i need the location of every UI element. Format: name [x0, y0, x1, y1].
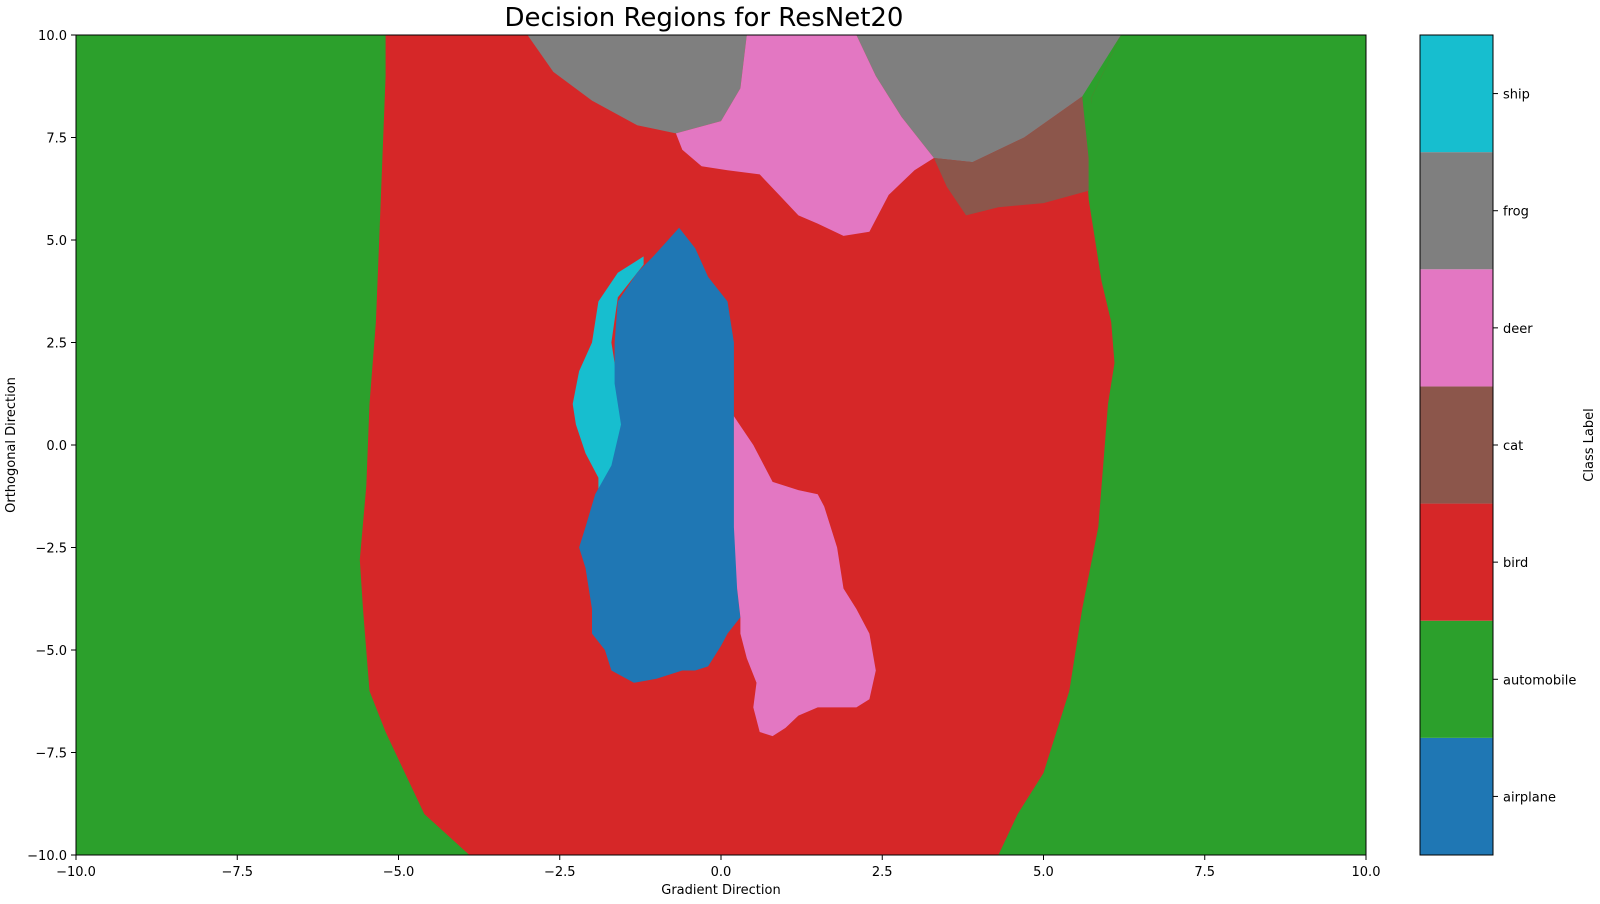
- y-tick-label: −10.0: [27, 849, 67, 864]
- colorbar: airplane automobile bird cat deer frog ship: [1419, 34, 1576, 856]
- colorbar-frame: [1419, 34, 1494, 856]
- y-tick-label: 7.5: [46, 132, 67, 147]
- region-frog-3: [856, 35, 1121, 163]
- region-cat-5: [933, 96, 1089, 216]
- chart-title: Decision Regions for ResNet20: [505, 3, 904, 33]
- region-deer-4: [675, 35, 934, 236]
- colorbar-swatch-ship: [1420, 35, 1493, 153]
- region-deer-8: [733, 416, 876, 737]
- x-axis-label: Gradient Direction: [661, 883, 780, 898]
- x-tick-label: −7.5: [221, 865, 253, 880]
- colorbar-label-deer: deer: [1503, 322, 1533, 337]
- colorbar-swatch-frog: [1420, 152, 1493, 270]
- plot-area: [75, 34, 1367, 856]
- y-axis-ticks: −10.0 −7.5 −5.0 −2.5 0.0 2.5 5.0 7.5 10.0: [27, 29, 76, 864]
- colorbar-swatch-bird: [1420, 503, 1493, 621]
- colorbar-label-automobile: automobile: [1503, 673, 1576, 688]
- x-tick-label: −10.0: [56, 865, 96, 880]
- x-tick-label: 5.0: [1033, 865, 1054, 880]
- y-tick-label: 10.0: [38, 29, 67, 44]
- y-tick-label: 2.5: [46, 337, 67, 352]
- x-tick-label: 0.0: [711, 865, 732, 880]
- region-ship-6: [572, 256, 644, 491]
- colorbar-label-bird: bird: [1503, 556, 1528, 571]
- colorbar-label-frog: frog: [1503, 205, 1529, 220]
- colorbar-label: Class Label: [1582, 408, 1597, 481]
- x-tick-label: 2.5: [872, 865, 893, 880]
- x-tick-label: −5.0: [383, 865, 415, 880]
- region-frog-2: [527, 35, 747, 134]
- y-axis-label: Orthogonal Direction: [4, 377, 19, 513]
- x-tick-label: 7.5: [1194, 865, 1215, 880]
- colorbar-swatch-automobile: [1420, 620, 1493, 738]
- region-airplane-7: [579, 227, 741, 683]
- y-tick-label: 5.0: [46, 234, 67, 249]
- colorbar-swatch-cat: [1420, 386, 1493, 504]
- y-tick-label: 0.0: [46, 439, 67, 454]
- x-tick-label: 10.0: [1352, 865, 1381, 880]
- colorbar-label-ship: ship: [1503, 88, 1530, 103]
- y-tick-label: −7.5: [35, 747, 67, 762]
- colorbar-swatch-deer: [1420, 269, 1493, 387]
- x-tick-label: −2.5: [544, 865, 576, 880]
- y-tick-label: −5.0: [35, 644, 67, 659]
- colorbar-swatch-airplane: [1420, 737, 1493, 855]
- y-tick-label: −2.5: [35, 542, 67, 557]
- decision-regions: [76, 35, 1366, 855]
- colorbar-label-cat: cat: [1503, 439, 1523, 454]
- colorbar-label-airplane: airplane: [1503, 790, 1556, 805]
- region-automobile-1: [1030, 35, 1121, 199]
- x-axis-ticks: −10.0 −7.5 −5.0 −2.5 0.0 2.5 5.0 7.5 10.0: [56, 855, 1380, 880]
